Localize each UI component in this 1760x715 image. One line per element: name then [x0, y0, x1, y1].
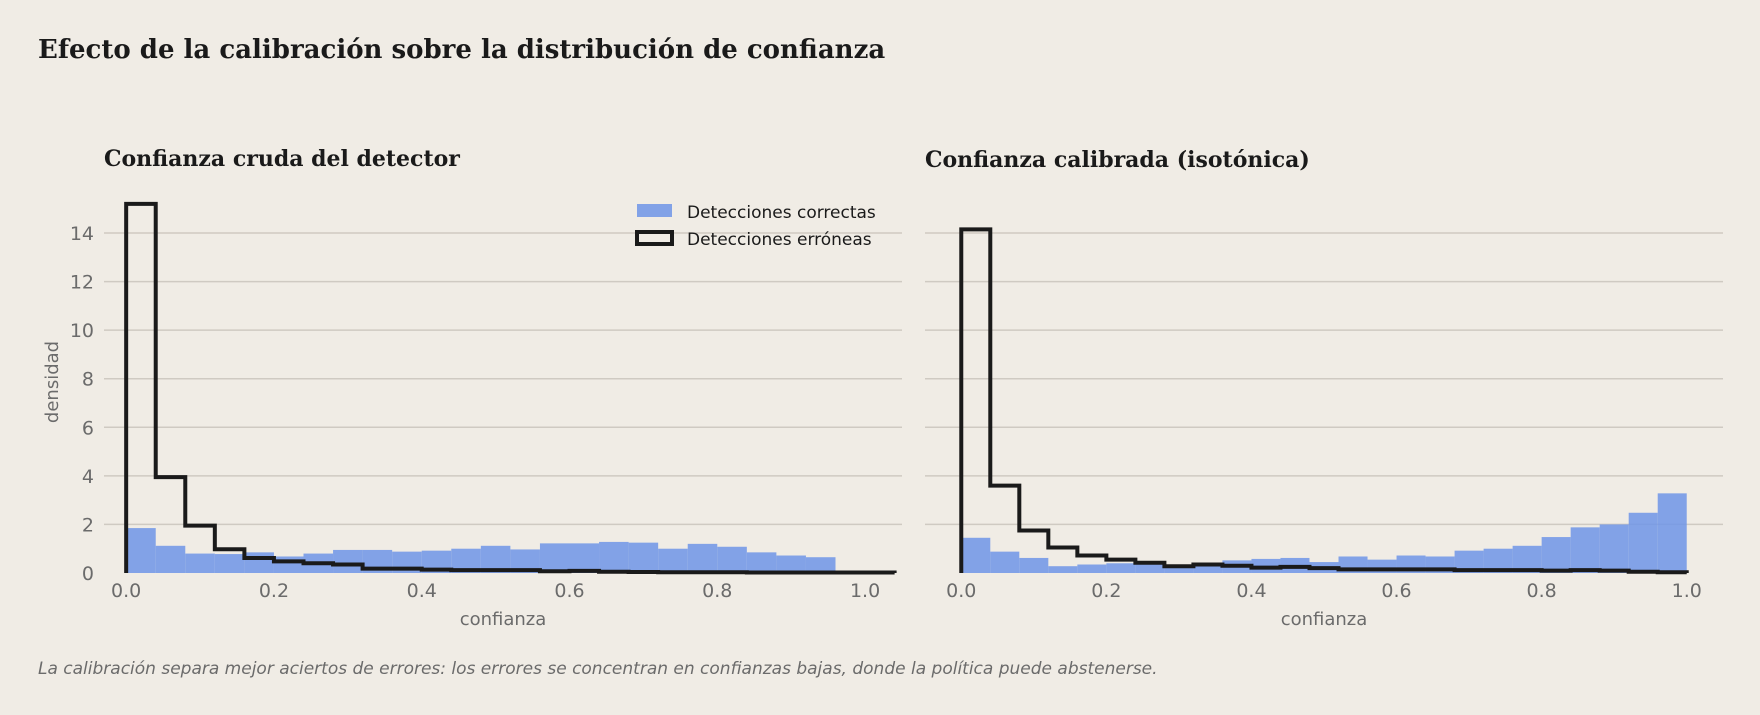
- panel-title: Confianza cruda del detector: [104, 146, 460, 172]
- histogram-bar: [776, 555, 806, 573]
- histogram-bar: [1657, 493, 1687, 573]
- histogram-bar: [1164, 564, 1194, 573]
- histogram-bar: [990, 551, 1020, 573]
- x-tick-label: 0.2: [1091, 580, 1121, 602]
- error-step-line: [124, 201, 897, 575]
- histogram-bar: [1193, 562, 1223, 573]
- histogram-bar: [510, 549, 540, 573]
- legend: Detecciones correctas Detecciones erróne…: [635, 203, 876, 250]
- histogram-bar: [1454, 550, 1484, 573]
- x-tick-label: 0.6: [1381, 580, 1411, 602]
- gridlines: [104, 232, 902, 526]
- x-tick-label: 0.0: [946, 580, 976, 602]
- histogram-bar: [746, 552, 777, 573]
- y-tick-label: 6: [82, 417, 94, 439]
- y-tick-label: 14: [70, 223, 94, 245]
- histogram-bar: [1135, 563, 1165, 573]
- x-tick-label: 0.8: [1527, 580, 1557, 602]
- histogram-bar: [658, 548, 688, 573]
- figure-caption: La calibración separa mejor aciertos de …: [38, 659, 1158, 679]
- histogram-bar: [214, 554, 245, 573]
- error-step-line: [959, 227, 1689, 575]
- histogram-bar: [1019, 557, 1049, 573]
- histogram-bar: [1077, 564, 1107, 573]
- panel-title: Confianza calibrada (isotónica): [925, 147, 1310, 173]
- legend-label-errors: Detecciones erróneas: [687, 230, 872, 250]
- histogram-bar: [126, 528, 156, 573]
- y-tick-labels: 0 2 4 6 8 10 12 14: [70, 223, 94, 585]
- x-tick-label: 1.0: [850, 580, 880, 602]
- y-axis-label: densidad: [42, 341, 63, 423]
- x-tick-label: 0.0: [111, 580, 141, 602]
- x-tick-labels: 0.0 0.2 0.4 0.6 0.8 1.0: [111, 580, 880, 602]
- histogram-bar: [273, 556, 304, 573]
- gridlines: [925, 232, 1723, 526]
- x-tick-label: 1.0: [1672, 580, 1702, 602]
- histogram-bar: [687, 543, 718, 573]
- y-tick-label: 10: [70, 320, 94, 342]
- y-tick-label: 8: [82, 369, 94, 391]
- histogram-bar: [333, 549, 363, 573]
- panel-raw-confidence: Confianza cruda del detector 0.0 0.2 0.4 0.…: [42, 146, 902, 630]
- histogram-bar: [539, 543, 570, 573]
- histogram-bar: [1628, 512, 1658, 573]
- legend-swatch-correct: [637, 204, 672, 217]
- y-tick-label: 12: [70, 272, 94, 294]
- histogram-bar: [569, 543, 600, 573]
- histogram-bar: [1541, 537, 1571, 573]
- x-axis-label: confianza: [1281, 609, 1368, 630]
- y-tick-label: 0: [82, 563, 94, 585]
- histogram-bar: [421, 550, 452, 573]
- error-step-path: [959, 227, 1689, 575]
- x-tick-label: 0.8: [702, 580, 732, 602]
- x-tick-label: 0.4: [1236, 580, 1266, 602]
- histogram-bar: [155, 545, 186, 573]
- histogram-bar: [185, 553, 215, 573]
- histogram-bar: [961, 537, 991, 573]
- x-tick-label: 0.6: [554, 580, 584, 602]
- x-tick-label: 0.4: [407, 580, 437, 602]
- histogram-bar: [717, 546, 747, 573]
- histogram-bar: [244, 552, 274, 573]
- panel-calibrated-confidence: Confianza calibrada (isotónica) 0.0 0.2 0.…: [925, 147, 1723, 630]
- histogram-bar: [1570, 527, 1600, 573]
- x-tick-labels: 0.0 0.2 0.4 0.6 0.8 1.0: [946, 580, 1702, 602]
- legend-swatch-errors: [635, 230, 674, 246]
- y-tick-label: 4: [82, 466, 94, 488]
- error-step-path: [124, 201, 897, 575]
- correct-bars: [961, 493, 1687, 573]
- histogram-bar: [805, 557, 836, 573]
- x-tick-label: 0.2: [259, 580, 289, 602]
- histogram-bar: [1599, 524, 1629, 573]
- histogram-bar: [1048, 566, 1078, 573]
- histogram-bar: [599, 541, 629, 573]
- y-tick-label: 2: [82, 514, 94, 536]
- legend-label-correct: Detecciones correctas: [687, 203, 876, 223]
- histogram-bar: [1106, 563, 1136, 573]
- x-axis-label: confianza: [460, 609, 547, 630]
- histogram-bar: [628, 542, 659, 573]
- figure-title: Efecto de la calibración sobre la distri…: [38, 35, 885, 65]
